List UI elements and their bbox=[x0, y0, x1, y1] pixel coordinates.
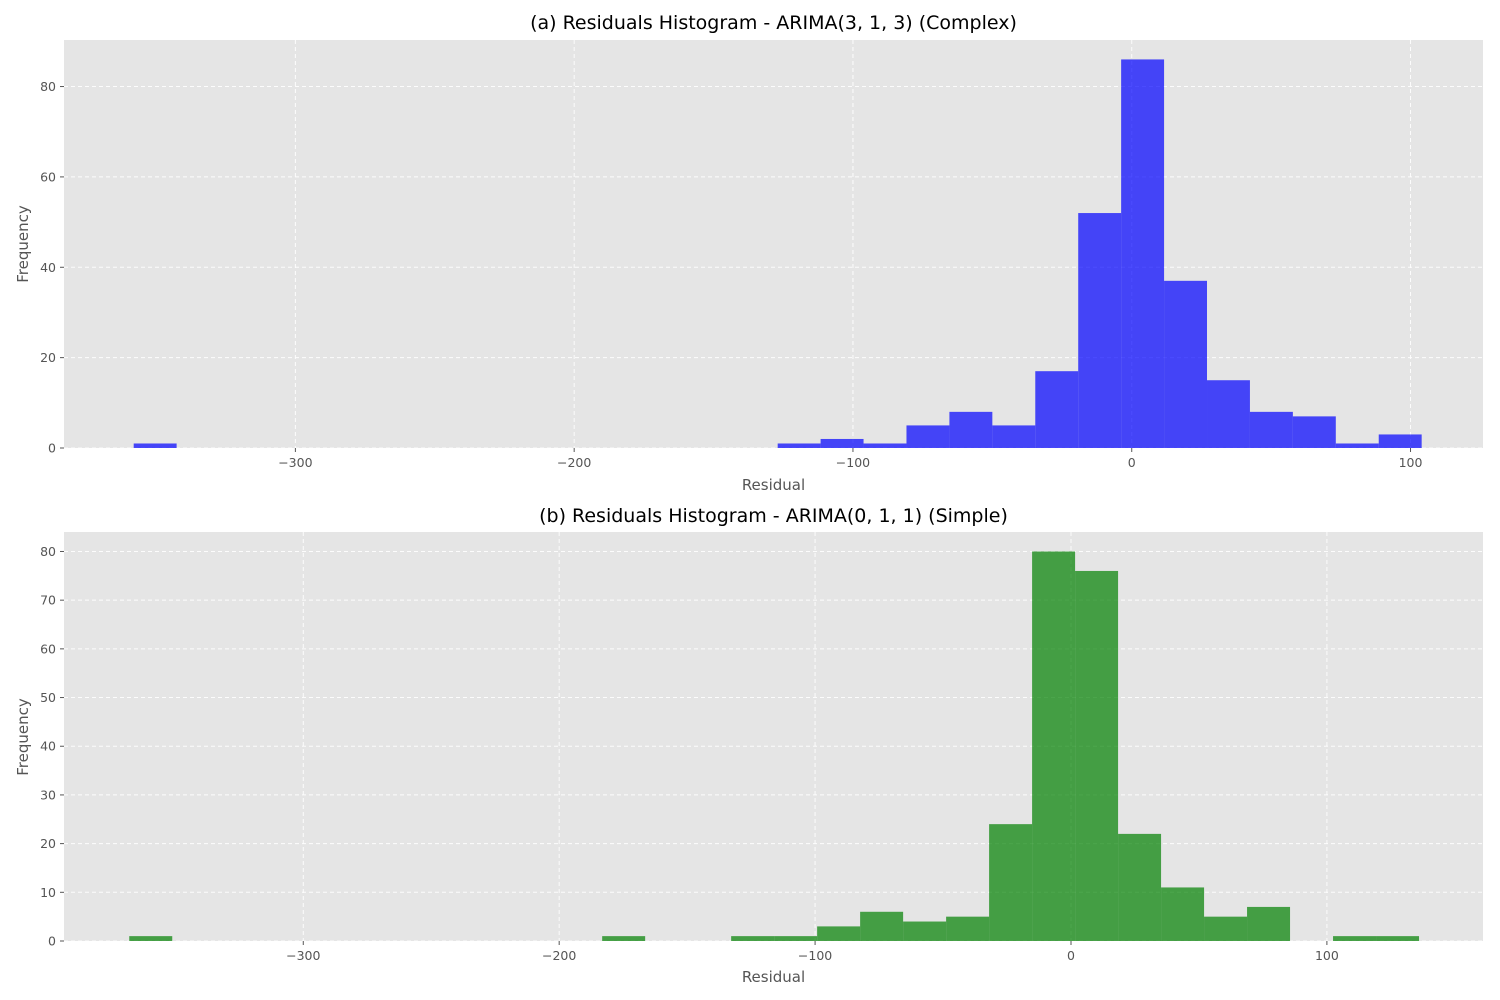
x-tick-label: 100 bbox=[1399, 455, 1423, 470]
y-tick-label: 80 bbox=[40, 79, 56, 94]
histogram-bar bbox=[1035, 371, 1079, 448]
histogram-bar bbox=[1249, 411, 1293, 448]
y-axis-ticks: 0 20 40 60 80 bbox=[40, 79, 64, 456]
histogram-bar bbox=[992, 425, 1036, 448]
x-tick-label: −100 bbox=[836, 455, 870, 470]
histogram-bar bbox=[817, 926, 861, 941]
histogram-bar bbox=[777, 443, 821, 448]
histogram-bar bbox=[1204, 916, 1248, 941]
histogram-bar bbox=[1032, 551, 1076, 941]
histogram-bars bbox=[129, 551, 1420, 941]
y-tick-label: 20 bbox=[40, 350, 56, 365]
y-tick-label: 60 bbox=[40, 641, 56, 656]
histogram-bar bbox=[906, 425, 950, 448]
y-axis-label: Frequency bbox=[14, 698, 32, 776]
histogram-bar bbox=[1333, 936, 1377, 941]
y-axis-label: Frequency bbox=[14, 205, 32, 283]
histogram-bar bbox=[731, 936, 775, 941]
histogram-bar bbox=[1207, 380, 1250, 448]
x-tick-label: 100 bbox=[1315, 948, 1339, 963]
histogram-bar bbox=[1075, 570, 1119, 941]
y-tick-label: 10 bbox=[40, 885, 56, 900]
panel-a-residuals-histogram-complex: (a) Residuals Histogram - ARIMA(3, 1, 3)… bbox=[14, 12, 1483, 494]
histogram-bar bbox=[1164, 280, 1208, 448]
histogram-bar bbox=[774, 936, 818, 941]
histogram-bar bbox=[949, 411, 993, 448]
y-tick-label: 20 bbox=[40, 836, 56, 851]
x-tick-label: −300 bbox=[286, 948, 320, 963]
plot-area bbox=[64, 532, 1483, 941]
histogram-bar bbox=[1121, 59, 1165, 449]
histogram-bar bbox=[1118, 833, 1162, 941]
x-tick-label: −100 bbox=[798, 948, 832, 963]
x-axis-label: Residual bbox=[742, 476, 805, 494]
x-tick-label: 0 bbox=[1067, 948, 1075, 963]
y-tick-label: 70 bbox=[40, 593, 56, 608]
histogram-bar bbox=[946, 916, 990, 941]
x-tick-label: −300 bbox=[278, 455, 312, 470]
y-tick-label: 40 bbox=[40, 739, 56, 754]
chart-title: (a) Residuals Histogram - ARIMA(3, 1, 3)… bbox=[530, 12, 1017, 34]
y-tick-label: 80 bbox=[40, 544, 56, 559]
histogram-bar bbox=[1292, 416, 1336, 448]
chart-title: (b) Residuals Histogram - ARIMA(0, 1, 1)… bbox=[539, 505, 1008, 527]
histogram-bar bbox=[1161, 887, 1205, 941]
histogram-bar bbox=[1078, 213, 1122, 448]
x-axis-label: Residual bbox=[742, 968, 805, 986]
histogram-bar bbox=[129, 936, 173, 941]
y-tick-label: 50 bbox=[40, 690, 56, 705]
histogram-bar bbox=[1378, 434, 1422, 448]
plot-area bbox=[64, 40, 1483, 448]
x-axis-ticks: −300 −200 −100 0 100 bbox=[286, 941, 1339, 963]
x-tick-label: 0 bbox=[1128, 455, 1136, 470]
histogram-bar bbox=[1376, 936, 1420, 941]
y-tick-label: 40 bbox=[40, 260, 56, 275]
y-tick-label: 60 bbox=[40, 169, 56, 184]
x-tick-label: −200 bbox=[557, 455, 591, 470]
histogram-bar bbox=[863, 443, 907, 448]
y-axis-ticks: 0 10 20 30 40 50 60 70 80 bbox=[40, 544, 64, 949]
histogram-bars bbox=[133, 59, 1422, 449]
histogram-bar bbox=[820, 438, 864, 448]
histogram-bar bbox=[133, 443, 177, 448]
histogram-bar bbox=[989, 824, 1033, 941]
histogram-bar bbox=[1247, 906, 1291, 941]
histogram-bar bbox=[903, 921, 947, 941]
histogram-bar bbox=[602, 936, 646, 941]
panel-b-residuals-histogram-simple: (b) Residuals Histogram - ARIMA(0, 1, 1)… bbox=[14, 505, 1483, 986]
x-tick-label: −200 bbox=[542, 948, 576, 963]
x-axis-ticks: −300 −200 −100 0 100 bbox=[278, 448, 1422, 470]
y-tick-label: 0 bbox=[48, 441, 56, 456]
y-tick-label: 0 bbox=[48, 934, 56, 949]
histogram-bar bbox=[1335, 443, 1379, 448]
histogram-bar bbox=[860, 911, 904, 941]
y-tick-label: 30 bbox=[40, 787, 56, 802]
